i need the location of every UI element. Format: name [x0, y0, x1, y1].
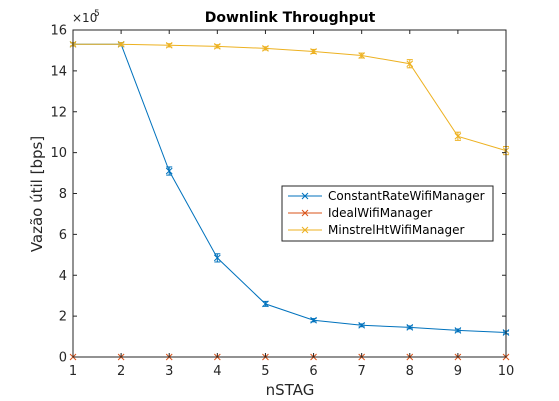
y-tick-label: 2 [59, 310, 67, 325]
legend-label: MinstrelHtWifiManager [328, 223, 465, 237]
x-tick-label: 7 [358, 364, 366, 379]
y-tick-label: 6 [59, 228, 67, 243]
data-point-marker [310, 316, 317, 324]
y-multiplier-exponent: 5 [94, 9, 100, 19]
y-axis-label: Vazão útil [bps] [28, 136, 46, 252]
y-multiplier-base: ×10 [72, 11, 97, 25]
x-tick-label: 3 [165, 364, 173, 379]
y-tick-label: 12 [50, 105, 67, 120]
legend-label: IdealWifiManager [328, 206, 432, 220]
data-point-marker [262, 45, 269, 52]
x-tick-label: 2 [117, 364, 125, 379]
series-line [73, 43, 507, 152]
x-tick-label: 1 [69, 364, 77, 379]
data-point-marker [310, 48, 317, 55]
y-tick-label: 4 [59, 269, 67, 284]
x-tick-label: 6 [309, 364, 317, 379]
data-point-marker [358, 321, 366, 329]
y-tick-label: 16 [50, 24, 67, 39]
data-point-marker [454, 327, 462, 334]
data-point-marker [406, 60, 414, 68]
legend: ConstantRateWifiManager IdealWifiManager M… [281, 185, 494, 242]
y-tick-label: 0 [59, 351, 67, 366]
y-tick-label: 10 [50, 146, 67, 161]
legend-label: ConstantRateWifiManager [328, 189, 485, 203]
legend-marker [301, 209, 309, 217]
legend-marker [301, 192, 309, 200]
data-point-marker [262, 300, 269, 308]
series-line [73, 43, 507, 333]
y-multiplier: ×10 5 [72, 9, 100, 25]
data-point-marker [406, 324, 414, 331]
data-point-marker [358, 52, 366, 59]
data-point-marker [165, 167, 173, 175]
chart-title: Downlink Throughput [205, 10, 376, 26]
x-tick-label: 5 [261, 364, 269, 379]
y-tick-label: 8 [59, 187, 67, 202]
data-point-marker [117, 40, 125, 48]
data-point-marker [165, 41, 173, 49]
x-tick-label: 4 [213, 364, 221, 379]
data-point-marker [213, 42, 221, 50]
x-tick-label: 10 [498, 364, 515, 379]
x-tick-label: 9 [454, 364, 462, 379]
data-point-marker [213, 254, 221, 262]
x-axis-label: nSTAG [266, 381, 315, 399]
y-tick-label: 14 [50, 64, 67, 79]
data-point-marker [454, 132, 462, 140]
legend-marker [301, 226, 309, 234]
x-tick-label: 8 [406, 364, 414, 379]
